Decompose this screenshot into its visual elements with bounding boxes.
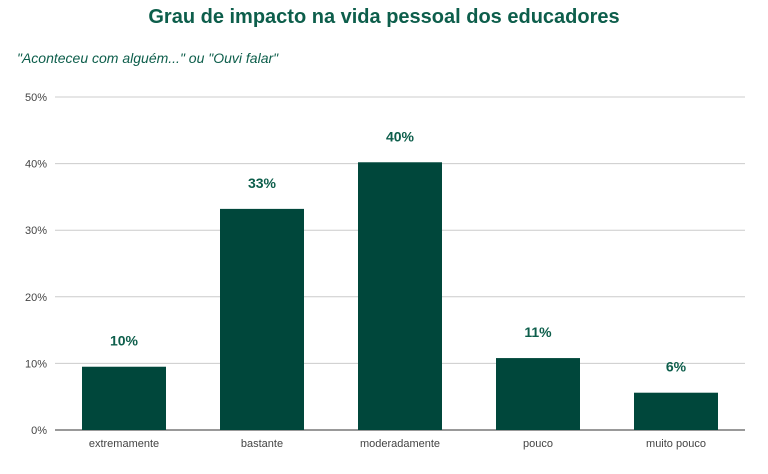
x-tick-label: moderadamente [360, 438, 440, 450]
bar-extremamente [82, 366, 166, 430]
data-label: 11% [524, 324, 552, 340]
x-tick-label: muito pouco [646, 438, 706, 450]
bar-muito-pouco [634, 392, 718, 430]
chart-title: Grau de impacto na vida pessoal dos educ… [148, 6, 620, 28]
x-tick-label: extremamente [89, 438, 159, 450]
data-label: 40% [386, 128, 415, 144]
bar-moderadamente [358, 162, 442, 430]
y-tick-label: 40% [25, 159, 47, 171]
data-label: 10% [110, 333, 139, 349]
y-tick-label: 20% [25, 292, 47, 304]
x-tick-label: pouco [523, 438, 553, 450]
data-label: 6% [666, 359, 687, 375]
y-tick-label: 30% [25, 225, 47, 237]
bar-bastante [220, 208, 304, 430]
y-tick-label: 50% [25, 92, 47, 104]
x-tick-label: bastante [241, 438, 283, 450]
y-tick-label: 10% [25, 358, 47, 370]
chart-subtitle: "Aconteceu com alguém..." ou "Ouvi falar… [17, 50, 279, 66]
data-label: 33% [248, 175, 277, 191]
bar-pouco [496, 358, 580, 430]
y-tick-label: 0% [31, 425, 47, 437]
